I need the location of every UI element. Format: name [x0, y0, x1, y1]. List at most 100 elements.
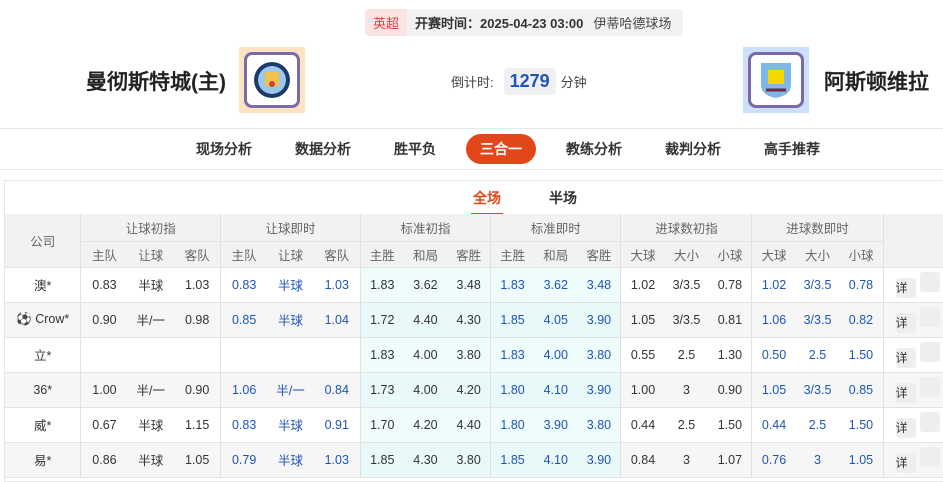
- company-name: Crow*: [35, 312, 70, 326]
- nav-coach-analysis[interactable]: 教练分析: [566, 141, 622, 157]
- detail-button[interactable]: 详: [895, 312, 916, 333]
- odds-cell: [127, 337, 175, 373]
- odds-cell: 1.73: [359, 372, 404, 408]
- company-cell[interactable]: ⚽ Crow*: [5, 302, 81, 338]
- odds-cell: 1.00: [80, 372, 128, 408]
- odds-cell: 0.83: [80, 267, 128, 303]
- odds-cell: 4.10: [534, 442, 578, 478]
- odds-cell: 3/3.5: [795, 267, 840, 303]
- company-name: 澳*: [34, 279, 52, 293]
- column-header: 客胜: [447, 241, 491, 268]
- column-header: 大小: [664, 241, 709, 268]
- odds-cell: 半球: [267, 407, 314, 443]
- company-cell[interactable]: 易*: [5, 442, 81, 478]
- kickoff-time: 开赛时间：2025-04-23 03:00: [415, 16, 584, 31]
- odds-cell: 1.50: [708, 407, 752, 443]
- odds-cell: 1.50: [839, 407, 884, 443]
- countdown-unit: 分钟: [560, 75, 587, 90]
- odds-cell: 1.80: [490, 372, 535, 408]
- match-info-bar: 英超 开赛时间：2025-04-23 03:00 伊蒂哈德球场: [365, 9, 684, 36]
- nav-data-analysis[interactable]: 数据分析: [295, 141, 351, 157]
- group-header: 进球数即时: [751, 214, 884, 242]
- detail-button[interactable]: 详: [895, 452, 916, 473]
- odds-cell: 2.5: [795, 407, 840, 443]
- odds-cell: 1.05: [839, 442, 884, 478]
- secondary-action-button[interactable]: [919, 411, 940, 432]
- odds-cell: 半/一: [127, 372, 175, 408]
- company-cell[interactable]: 威*: [5, 407, 81, 443]
- odds-cell: 1.80: [490, 407, 535, 443]
- odds-cell: [80, 337, 128, 373]
- odds-cell: 1.83: [490, 267, 535, 303]
- odds-cell: 0.90: [708, 372, 752, 408]
- secondary-action-button[interactable]: [919, 306, 940, 327]
- detail-button[interactable]: 详: [895, 277, 916, 298]
- nav-three-in-one[interactable]: 三合一: [466, 134, 536, 164]
- odds-cell: 3: [664, 442, 709, 478]
- odds-cell: 1.85: [359, 442, 404, 478]
- countdown-label: 倒计时:: [451, 75, 494, 90]
- odds-cell: 1.06: [751, 302, 796, 338]
- home-team-name[interactable]: 曼彻斯特城(主): [86, 71, 226, 94]
- nav-live-analysis[interactable]: 现场分析: [196, 141, 252, 157]
- odds-cell: 3.80: [447, 442, 491, 478]
- odds-cell: 1.00: [620, 372, 665, 408]
- tab-half-match[interactable]: 半场: [549, 190, 577, 206]
- action-header: [882, 214, 943, 268]
- odds-cell: 0.82: [839, 302, 884, 338]
- group-header: 让球即时: [220, 214, 361, 242]
- company-name: 威*: [34, 419, 52, 433]
- analysis-nav: 现场分析 数据分析 胜平负 三合一 教练分析 裁判分析 高手推荐: [196, 134, 863, 164]
- odds-cell: 0.55: [620, 337, 665, 373]
- company-cell[interactable]: 36*: [5, 372, 81, 408]
- detail-button[interactable]: 详: [895, 382, 916, 403]
- odds-cell: 3/3.5: [664, 267, 709, 303]
- detail-button[interactable]: 详: [895, 417, 916, 438]
- odds-cell: 0.44: [751, 407, 796, 443]
- company-cell[interactable]: 澳*: [5, 267, 81, 303]
- odds-cell: 0.98: [174, 302, 221, 338]
- league-badge[interactable]: 英超: [365, 9, 408, 36]
- odds-cell: 2.5: [664, 337, 709, 373]
- column-header: 主胜: [490, 241, 535, 268]
- secondary-action-button[interactable]: [919, 376, 940, 397]
- odds-cell: 0.86: [80, 442, 128, 478]
- secondary-action-button[interactable]: [919, 271, 940, 292]
- tab-full-match[interactable]: 全场: [471, 188, 503, 215]
- home-team-logo[interactable]: [239, 47, 305, 113]
- away-team-logo[interactable]: [743, 47, 809, 113]
- odds-cell: 1.03: [313, 442, 361, 478]
- secondary-action-button[interactable]: [919, 446, 940, 467]
- column-header: 大球: [620, 241, 665, 268]
- odds-cell: 1.03: [174, 267, 221, 303]
- odds-cell: 1.03: [313, 267, 361, 303]
- odds-cell: [220, 337, 268, 373]
- countdown: 倒计时: 1279 分钟: [451, 68, 587, 95]
- odds-cell: 3.62: [403, 267, 448, 303]
- column-header: 客胜: [577, 241, 621, 268]
- column-header: 让球: [267, 241, 314, 268]
- away-team-name[interactable]: 阿斯顿维拉: [824, 71, 929, 94]
- odds-cell: 2.5: [795, 337, 840, 373]
- nav-referee-analysis[interactable]: 裁判分析: [665, 141, 721, 157]
- odds-cell: 3.48: [577, 267, 621, 303]
- group-header: 进球数初指: [620, 214, 752, 242]
- odds-cell: 1.83: [359, 267, 404, 303]
- company-cell[interactable]: 立*: [5, 337, 81, 373]
- group-header: 让球初指: [80, 214, 221, 242]
- group-header: 标准初指: [359, 214, 491, 242]
- nav-expert-picks[interactable]: 高手推荐: [764, 141, 820, 157]
- odds-cell: 0.91: [313, 407, 361, 443]
- actions-cell: 详: [882, 442, 943, 478]
- odds-cell: 1.02: [751, 267, 796, 303]
- secondary-action-button[interactable]: [919, 341, 940, 362]
- column-header: 大球: [751, 241, 796, 268]
- detail-button[interactable]: 详: [895, 347, 916, 368]
- odds-cell: [174, 337, 221, 373]
- odds-cell: 0.76: [751, 442, 796, 478]
- nav-win-draw-loss[interactable]: 胜平负: [394, 141, 436, 157]
- odds-cell: 4.40: [447, 407, 491, 443]
- odds-cell: 1.05: [620, 302, 665, 338]
- odds-cell: 1.83: [359, 337, 404, 373]
- odds-cell: 3.80: [447, 337, 491, 373]
